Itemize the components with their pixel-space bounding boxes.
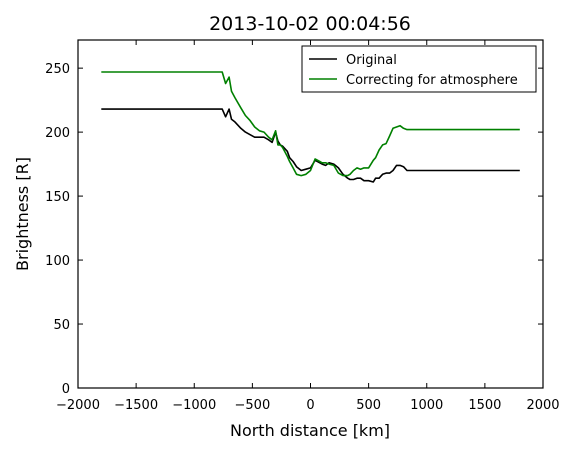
x-tick-label: −1500	[114, 398, 158, 413]
legend: Original Correcting for atmosphere	[301, 45, 537, 93]
y-axis-label: Brightness [R]	[13, 157, 32, 271]
legend-label-original: Original	[346, 53, 397, 68]
x-tick-label: 2000	[526, 398, 559, 413]
y-tick-label: 0	[62, 382, 70, 397]
x-tick-label: −500	[235, 398, 271, 413]
x-tick-label: −2000	[56, 398, 100, 413]
series-layer	[101, 71, 520, 183]
series-line-correcting-for-atmosphere	[101, 71, 520, 177]
x-tick-label: 500	[356, 398, 381, 413]
y-tick-label: 150	[45, 190, 70, 205]
legend-box	[301, 45, 537, 93]
axis-ticks: −2000 −1500 −1000 −500 0 500 1000 1500 2000 0 50 10…	[45, 40, 560, 413]
y-tick-label: 250	[45, 62, 70, 77]
y-tick-label: 200	[45, 126, 70, 141]
series-line-original	[101, 108, 520, 183]
legend-label-corrected: Correcting for atmosphere	[346, 73, 518, 88]
y-tick-label: 50	[53, 318, 70, 333]
x-tick-label: 1000	[410, 398, 443, 413]
x-tick-label: 1500	[468, 398, 501, 413]
x-tick-label: 0	[306, 398, 314, 413]
chart-title: 2013-10-02 00:04:56	[209, 13, 411, 35]
y-tick-label: 100	[45, 254, 70, 269]
x-axis-label: North distance [km]	[230, 421, 390, 440]
x-tick-label: −1000	[172, 398, 216, 413]
